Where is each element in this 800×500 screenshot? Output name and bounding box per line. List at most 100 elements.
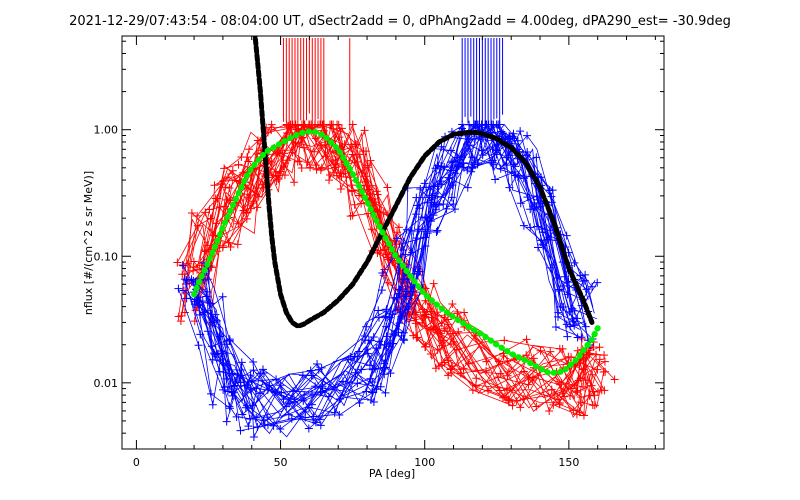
blue-point bbox=[431, 205, 440, 214]
blue-point bbox=[236, 426, 245, 435]
red-point bbox=[579, 382, 588, 391]
red-point bbox=[243, 184, 252, 193]
red-point bbox=[600, 351, 609, 360]
blue-point bbox=[313, 359, 322, 368]
blue-point bbox=[447, 193, 456, 202]
blue-point bbox=[190, 297, 199, 306]
red-point bbox=[610, 375, 619, 384]
red-point bbox=[237, 153, 246, 162]
red-point bbox=[516, 403, 525, 412]
blue-point bbox=[437, 142, 446, 151]
blue-point bbox=[532, 192, 541, 201]
blue-point bbox=[378, 268, 387, 277]
blue-point bbox=[304, 424, 313, 433]
red-point bbox=[225, 183, 234, 192]
x-tick-label: 100 bbox=[414, 456, 435, 469]
red-point bbox=[311, 161, 320, 170]
y-tick-label: 0.01 bbox=[94, 377, 119, 390]
blue-point bbox=[392, 234, 401, 243]
blue-point bbox=[284, 410, 293, 419]
blue-point bbox=[377, 286, 386, 295]
blue-point bbox=[394, 289, 403, 298]
blue-point bbox=[380, 359, 389, 368]
blue-point bbox=[263, 421, 272, 430]
blue-point bbox=[372, 385, 381, 394]
red-point bbox=[468, 386, 477, 395]
red-point bbox=[355, 150, 364, 159]
blue-point bbox=[217, 349, 226, 358]
blue-point bbox=[437, 162, 446, 171]
red-point bbox=[355, 191, 364, 200]
blue-point bbox=[393, 305, 402, 314]
red-point bbox=[549, 400, 558, 409]
blue-point bbox=[577, 333, 586, 342]
red-point bbox=[449, 337, 458, 346]
blue-point bbox=[324, 392, 333, 401]
red-point bbox=[370, 198, 379, 207]
black-model-curve bbox=[252, 36, 595, 329]
red-point bbox=[221, 183, 230, 192]
blue-point bbox=[395, 285, 404, 294]
red-point bbox=[585, 391, 594, 400]
red-point bbox=[429, 279, 438, 288]
blue-point bbox=[526, 205, 535, 214]
blue-point bbox=[179, 261, 188, 270]
red-point bbox=[555, 400, 564, 409]
red-point bbox=[592, 350, 601, 359]
blue-point bbox=[562, 231, 571, 240]
blue-point bbox=[270, 388, 279, 397]
blue-point bbox=[259, 368, 268, 377]
blue-point bbox=[208, 400, 217, 409]
blue-point bbox=[330, 408, 339, 417]
blue-point bbox=[279, 395, 288, 404]
red-point bbox=[555, 344, 564, 353]
red-point bbox=[253, 203, 262, 212]
blue-point bbox=[174, 284, 183, 293]
red-point bbox=[529, 354, 538, 363]
blue-point bbox=[551, 323, 560, 332]
blue-point bbox=[448, 181, 457, 190]
blue-trace bbox=[199, 134, 594, 401]
blue-point bbox=[369, 333, 378, 342]
red-point bbox=[337, 172, 346, 181]
blue-point bbox=[513, 136, 522, 145]
blue-point bbox=[582, 285, 591, 294]
red-point bbox=[504, 395, 513, 404]
blue-point bbox=[473, 160, 482, 169]
blue-point bbox=[463, 183, 472, 192]
blue-point bbox=[357, 365, 366, 374]
blue-point bbox=[496, 164, 505, 173]
blue-point bbox=[222, 417, 231, 426]
red-point bbox=[193, 211, 202, 220]
x-tick-label: 0 bbox=[133, 456, 140, 469]
red-point bbox=[597, 386, 606, 395]
red-point bbox=[426, 350, 435, 359]
red-point bbox=[206, 214, 215, 223]
blue-point bbox=[509, 160, 518, 169]
red-point bbox=[519, 394, 528, 403]
blue-point bbox=[388, 339, 397, 348]
red-point bbox=[583, 376, 592, 385]
blue-point bbox=[362, 387, 371, 396]
red-point bbox=[532, 402, 541, 411]
blue-point bbox=[249, 358, 258, 367]
red-point bbox=[337, 124, 346, 133]
red-point bbox=[576, 398, 585, 407]
red-point bbox=[190, 317, 199, 326]
blue-point bbox=[366, 374, 375, 383]
red-point bbox=[522, 335, 531, 344]
red-point bbox=[210, 181, 219, 190]
blue-point bbox=[556, 302, 565, 311]
blue-trace bbox=[195, 123, 578, 419]
red-point bbox=[183, 259, 192, 268]
blue-point bbox=[534, 243, 543, 252]
blue-point bbox=[252, 413, 261, 422]
red-point bbox=[311, 134, 320, 143]
blue-point bbox=[307, 371, 316, 380]
blue-point bbox=[316, 421, 325, 430]
red-point bbox=[496, 369, 505, 378]
blue-point bbox=[211, 310, 220, 319]
red-point bbox=[595, 355, 604, 364]
blue-point bbox=[206, 299, 215, 308]
blue-point bbox=[482, 120, 491, 129]
